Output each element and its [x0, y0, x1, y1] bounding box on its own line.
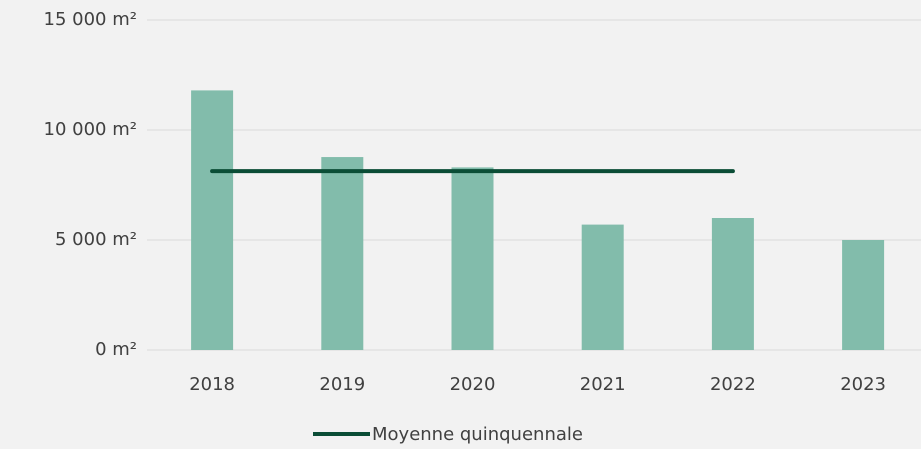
- bar: [842, 240, 885, 350]
- bar: [581, 224, 624, 350]
- y-tick-label: 15 000 m²: [44, 9, 137, 30]
- y-tick-label: 10 000 m²: [44, 119, 137, 140]
- bar: [451, 167, 494, 350]
- legend-label: Moyenne quinquennale: [372, 424, 583, 445]
- x-tick-label: 2022: [710, 374, 756, 395]
- x-tick-label: 2020: [450, 374, 496, 395]
- bar: [321, 157, 364, 350]
- bar: [191, 90, 234, 351]
- bar: [711, 218, 754, 350]
- y-tick-label: 5 000 m²: [55, 229, 137, 250]
- x-tick-label: 2018: [189, 374, 235, 395]
- x-tick-label: 2021: [580, 374, 626, 395]
- x-tick-label: 2019: [319, 374, 365, 395]
- y-tick-label: 0 m²: [95, 339, 137, 360]
- x-tick-label: 2023: [840, 374, 886, 395]
